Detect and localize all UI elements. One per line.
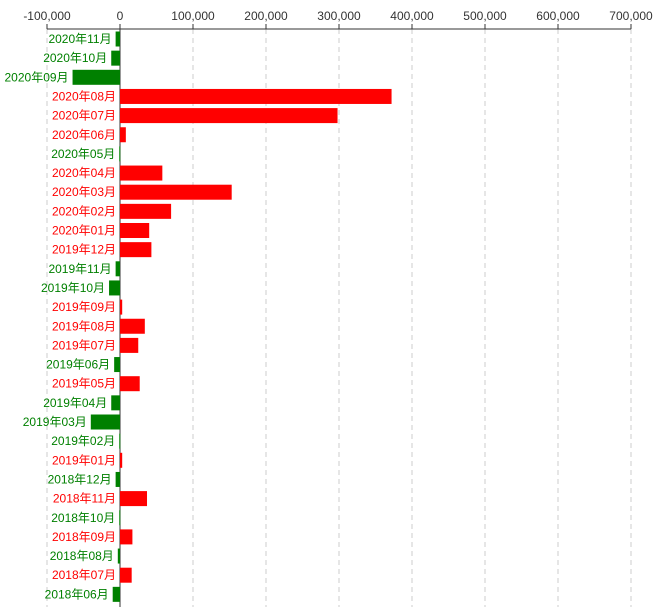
category-label: 2019年11月 <box>48 262 111 276</box>
grid-lines <box>46 29 632 607</box>
bar <box>115 471 120 487</box>
x-tick-label: 100,000 <box>171 9 215 23</box>
bar <box>120 318 145 334</box>
category-label: 2020年08月 <box>52 89 116 103</box>
bar <box>114 357 120 373</box>
category-label: 2020年02月 <box>52 204 116 218</box>
bar <box>120 299 123 315</box>
bar <box>120 88 392 104</box>
bar <box>111 50 120 66</box>
bar <box>119 433 121 449</box>
bars <box>72 31 392 602</box>
category-label: 2018年12月 <box>48 472 112 486</box>
bar <box>115 261 120 277</box>
bar <box>115 31 120 47</box>
category-label: 2020年11月 <box>48 32 111 46</box>
category-label: 2019年05月 <box>52 377 116 391</box>
bar <box>120 529 133 545</box>
x-tick-label: 400,000 <box>390 9 434 23</box>
bar <box>111 395 120 411</box>
category-label: 2020年06月 <box>52 128 116 142</box>
x-tick-label: 300,000 <box>317 9 361 23</box>
category-label: 2019年08月 <box>52 319 116 333</box>
bar <box>120 203 172 219</box>
x-tick-label: 500,000 <box>463 9 507 23</box>
category-label: 2020年05月 <box>51 147 115 161</box>
bar <box>120 223 150 238</box>
bar <box>120 127 126 143</box>
category-label: 2019年02月 <box>51 434 115 448</box>
bar <box>120 184 232 200</box>
category-label: 2019年12月 <box>52 243 116 257</box>
category-label: 2020年10月 <box>43 51 107 65</box>
category-label: 2019年01月 <box>52 453 116 467</box>
bar <box>117 548 120 564</box>
x-axis: -100,000 0 100,000 200,000 300,000 400,000 500… <box>23 9 653 607</box>
x-tick-label: 200,000 <box>244 9 288 23</box>
bar <box>120 337 139 353</box>
bar <box>120 165 163 181</box>
category-label: 2019年04月 <box>43 396 107 410</box>
x-tick-label: 0 <box>117 9 124 23</box>
category-label: 2020年01月 <box>52 224 116 238</box>
x-tick-label: 700,000 <box>609 9 653 23</box>
bar <box>112 586 120 602</box>
x-tick-label: 600,000 <box>536 9 580 23</box>
category-label: 2020年03月 <box>52 185 116 199</box>
category-label: 2018年10月 <box>51 511 115 525</box>
category-label: 2020年04月 <box>52 166 116 180</box>
bar <box>109 280 120 296</box>
bar <box>72 69 120 85</box>
category-label: 2018年11月 <box>53 492 116 506</box>
category-label: 2018年08月 <box>50 549 114 563</box>
bar <box>120 567 132 583</box>
category-labels: 2020年11月 2020年10月 2020年09月 2020年08月 2020年07月… <box>5 32 116 601</box>
category-label: 2019年10月 <box>41 281 105 295</box>
category-label: 2019年03月 <box>23 415 87 429</box>
bar <box>119 510 121 526</box>
bar <box>119 146 121 162</box>
bar <box>120 376 140 392</box>
category-label: 2020年09月 <box>5 70 69 84</box>
category-label: 2019年07月 <box>52 338 116 352</box>
category-label: 2019年06月 <box>46 358 110 372</box>
bar <box>120 108 338 124</box>
category-label: 2018年06月 <box>45 587 109 601</box>
category-label: 2018年09月 <box>52 530 116 544</box>
bar <box>90 414 120 430</box>
bar <box>120 452 123 468</box>
bar <box>120 491 148 507</box>
bar <box>120 242 152 258</box>
x-tick-label: -100,000 <box>23 9 71 23</box>
category-label: 2018年07月 <box>52 568 116 582</box>
category-label: 2019年09月 <box>52 300 116 314</box>
category-label: 2020年07月 <box>52 109 116 123</box>
